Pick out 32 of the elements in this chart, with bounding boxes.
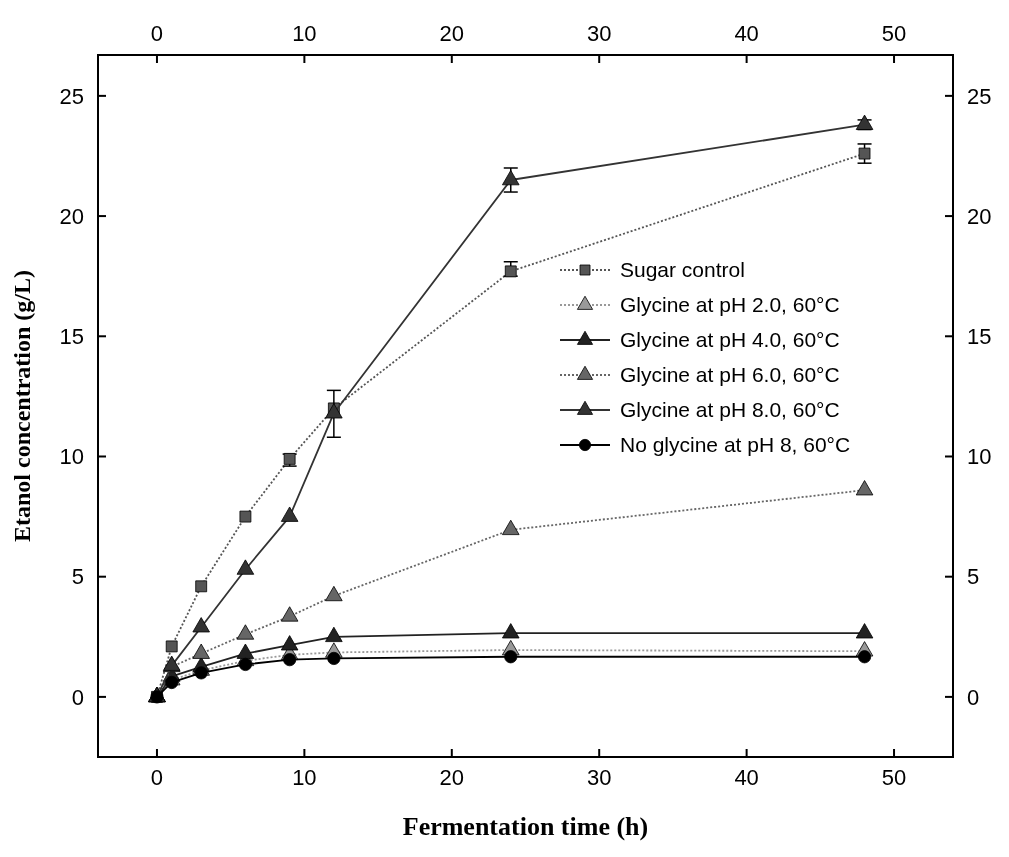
x2-tick-label: 30: [586, 21, 612, 46]
y-tick-label: 10: [59, 444, 84, 470]
legend-label: No glycine at pH 8, 60°C: [620, 433, 851, 457]
legend-label: Glycine at pH 4.0, 60°C: [620, 328, 840, 352]
x-tick-label: 20: [439, 765, 465, 790]
x-tick-label: 10: [292, 765, 317, 790]
legend-label: Glycine at pH 8.0, 60°C: [620, 398, 840, 422]
x2-tick-label: 0: [150, 21, 164, 46]
y-tick-label: 15: [59, 323, 84, 349]
x-axis-title: Fermentation time (h): [402, 812, 649, 841]
x-tick-label: 50: [881, 765, 907, 790]
y-tick-label: 20: [59, 203, 84, 229]
y2-tick-label: 20: [967, 203, 992, 229]
x2-tick-label: 10: [292, 21, 317, 46]
x-tick-label: 0: [150, 765, 164, 790]
legend-label: Glycine at pH 2.0, 60°C: [620, 293, 840, 317]
y2-tick-label: 0: [967, 684, 980, 710]
y2-tick-label: 25: [967, 83, 992, 109]
y-axis-title: Etanol concentration (g/L): [9, 270, 35, 542]
y2-tick-label: 15: [967, 323, 992, 349]
y2-tick-label: 5: [967, 564, 980, 590]
x-tick-label: 30: [586, 765, 612, 790]
x2-tick-label: 40: [734, 21, 759, 46]
x2-tick-label: 20: [439, 21, 465, 46]
x-tick-label: 40: [734, 765, 759, 790]
y2-tick-label: 10: [967, 444, 992, 470]
legend-label: Glycine at pH 6.0, 60°C: [620, 363, 840, 387]
y-tick-label: 25: [59, 83, 84, 109]
y-tick-label: 0: [71, 684, 84, 710]
x2-tick-label: 50: [881, 21, 907, 46]
y-tick-label: 5: [71, 564, 84, 590]
legend-label: Sugar control: [620, 258, 745, 282]
